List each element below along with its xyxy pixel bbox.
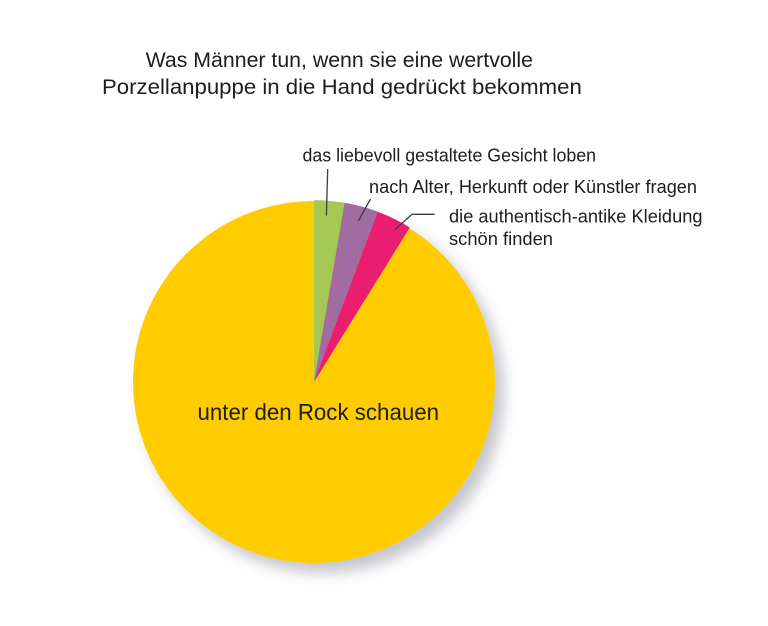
svg-text:die authentisch-antike Kleidun: die authentisch-antike Kleidung: [449, 205, 703, 226]
svg-text:Porzellanpuppe in die Hand ged: Porzellanpuppe in die Hand gedrückt beko…: [102, 75, 582, 99]
svg-text:schön finden: schön finden: [449, 228, 553, 249]
svg-text:das liebevoll gestaltete Gesic: das liebevoll gestaltete Gesicht loben: [303, 144, 597, 165]
svg-text:unter den Rock schauen: unter den Rock schauen: [198, 399, 440, 425]
svg-text:Was Männer tun, wenn sie eine: Was Männer tun, wenn sie eine wertvolle: [146, 48, 533, 72]
svg-text:nach Alter, Herkunft oder Küns: nach Alter, Herkunft oder Künstler frage…: [369, 176, 697, 197]
